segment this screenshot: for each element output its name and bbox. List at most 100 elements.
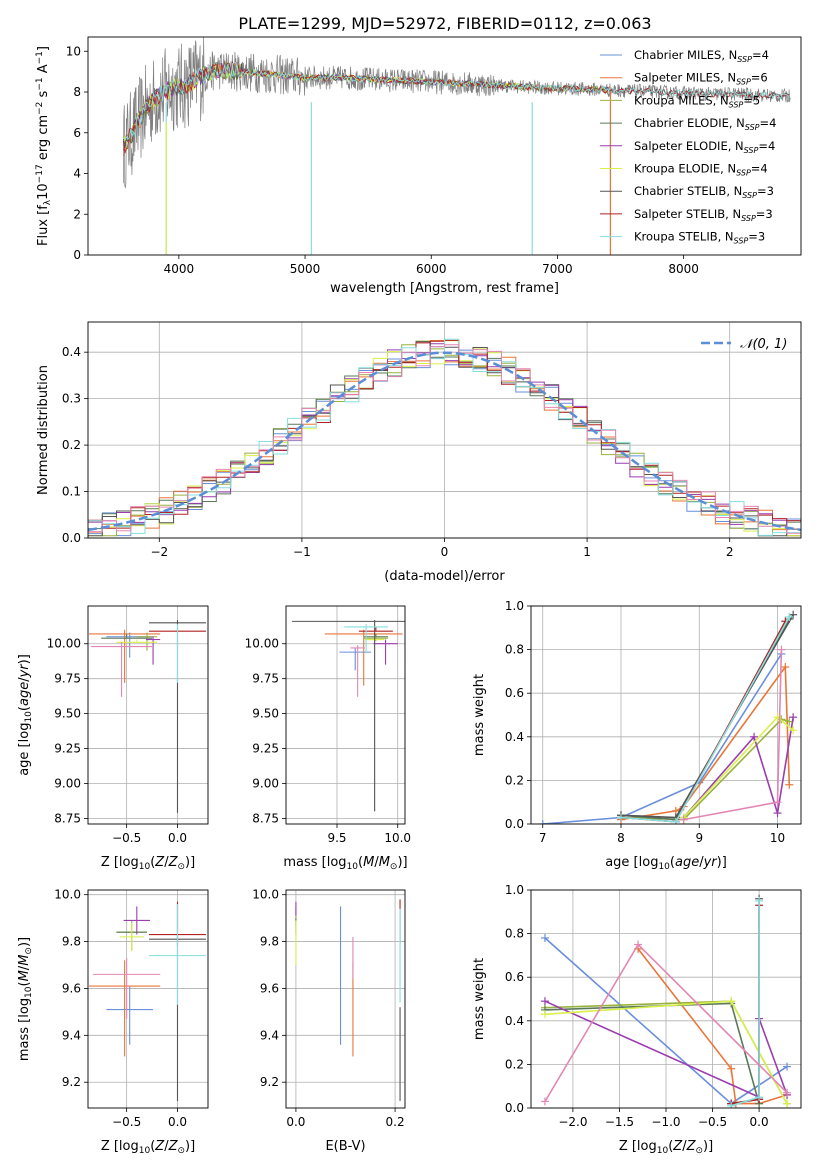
y-axis-label: Normed distribution [36, 365, 51, 495]
x-axis-label: wavelength [Angstrom, rest frame] [330, 281, 559, 296]
y-axis-label: Flux [fλ10−17 erg cm−2 s−1 A−1] [35, 46, 53, 246]
axes-frame [87, 889, 209, 1109]
x-tick-label: 0.2 [386, 1115, 405, 1129]
y-tick-label: 9.6 [260, 981, 279, 995]
axes-frame [285, 889, 406, 1109]
x-tick-label: −1 [293, 545, 311, 559]
x-axis-label: age [log10(age/yr)] [605, 855, 727, 872]
y-tick-label: 8.75 [252, 811, 279, 825]
x-axis-label: Z [log10(Z/Z⊙)] [619, 1139, 713, 1156]
y-tick-label: 0.0 [505, 1101, 524, 1115]
y-tick-label: 10.0 [252, 888, 279, 902]
y-axis-label: mass [log10(M/M⊙)] [17, 937, 34, 1061]
y-axis-label: mass weight [472, 958, 487, 1040]
y-tick-label: 0.2 [62, 438, 81, 452]
massweight-vs-age-panel: 7 8 9 10 0.0 0.2 0.4 0.6 0.8 1.0 age [log10(age/yr… [472, 599, 802, 872]
x-tick-label: 10.0 [384, 831, 411, 845]
y-tick-label: 9.4 [260, 1028, 279, 1042]
y-tick-label: 0.2 [505, 773, 524, 787]
x-tick-label: 5000 [290, 262, 321, 276]
legend: Chabrier MILES, NSSP=4 Salpeter MILES, NS… [600, 48, 776, 246]
y-tick-label: 0.6 [505, 970, 524, 984]
y-tick-label: 9.50 [252, 707, 279, 721]
y-tick-label: 8 [73, 85, 81, 99]
series-line [620, 620, 787, 823]
y-axis-label: age [log10(age/yr)] [17, 654, 34, 776]
y-tick-label: 0.4 [62, 345, 81, 359]
y-tick-label: 1.0 [505, 883, 524, 897]
series-line [544, 1002, 760, 1104]
y-tick-label: 9.4 [62, 1028, 81, 1042]
y-tick-label: 2 [73, 207, 81, 221]
legend-label: 𝒩(0, 1) [740, 337, 787, 352]
x-tick-label: 0 [441, 545, 449, 559]
axes-frame [530, 889, 802, 1109]
legend-label: Kroupa ELODIE, NSSP=4 [634, 162, 768, 178]
x-axis-label: E(B-V) [325, 1139, 365, 1154]
legend-label: Chabrier STELIB, NSSP=3 [634, 184, 774, 200]
y-tick-label: 10 [66, 44, 81, 58]
x-tick-label: 8000 [668, 262, 699, 276]
y-tick-label: 4 [73, 167, 81, 181]
y-tick-label: 9.2 [62, 1075, 81, 1089]
x-tick-label: 4000 [164, 262, 195, 276]
axes-frame [87, 36, 802, 256]
y-axis-label: mass weight [472, 674, 487, 756]
age-vs-mass-panel: 9.5 10.0 8.75 9.00 9.25 9.50 9.75 10.00 mass [lo… [245, 605, 411, 872]
age-vs-metallicity-panel: −0.5 0.0 8.75 9.00 9.25 9.50 9.75 10.00 Z [log10… [17, 605, 209, 872]
x-tick-label: 1 [583, 545, 591, 559]
x-axis-label: Z [log10(Z/Z⊙)] [101, 855, 195, 872]
y-tick-label: 10.00 [47, 637, 81, 651]
x-tick-label: −0.5 [698, 1115, 727, 1129]
series-line [542, 653, 783, 824]
y-tick-label: 0.0 [62, 531, 81, 545]
y-tick-label: 0.8 [505, 927, 524, 941]
x-tick-label: 0.0 [168, 831, 187, 845]
series-line [730, 900, 760, 1107]
series-line [620, 616, 790, 823]
x-tick-label: 9.5 [327, 831, 346, 845]
legend-label: Chabrier ELODIE, NSSP=4 [634, 116, 776, 132]
y-tick-label: 9.6 [62, 981, 81, 995]
y-tick-label: 0.0 [505, 817, 524, 831]
x-tick-label: 6000 [416, 262, 447, 276]
y-tick-label: 10.00 [245, 637, 279, 651]
series-line [620, 618, 790, 821]
axes-frame [285, 605, 406, 825]
figure-title: PLATE=1299, MJD=52972, FIBERID=0112, z=0… [238, 14, 651, 33]
plot-area [122, 37, 791, 255]
legend-label: Kroupa STELIB, NSSP=3 [634, 230, 765, 246]
y-tick-label: 0.8 [505, 643, 524, 657]
x-tick-label: −1.5 [605, 1115, 634, 1129]
y-tick-label: 1.0 [505, 599, 524, 613]
y-tick-label: 10.0 [54, 888, 81, 902]
residual-histogram-panel: −2 −1 0 1 2 0.0 0.1 0.2 0.3 0.4 (data-model)/error… [36, 321, 802, 584]
model-spectrum [123, 62, 790, 140]
series-line [731, 898, 760, 1105]
plot-area [538, 610, 798, 824]
x-tick-label: 8 [617, 831, 625, 845]
histogram-step [88, 344, 801, 534]
x-tick-label: −1.0 [651, 1115, 680, 1129]
x-tick-label: −0.5 [112, 1115, 141, 1129]
plot-area [89, 619, 206, 813]
x-tick-label: −0.5 [112, 831, 141, 845]
legend-label: Chabrier MILES, NSSP=4 [634, 48, 769, 64]
x-tick-label: −2.0 [558, 1115, 587, 1129]
plot-area [295, 899, 401, 1101]
series-line [620, 614, 794, 819]
series-line [682, 717, 794, 819]
axes-frame [87, 321, 802, 539]
x-tick-label: 7 [539, 831, 547, 845]
mass-vs-metallicity-panel: −0.5 0.0 9.2 9.4 9.6 9.8 10.0 Z [log10(Z/Z⊙)] ma… [17, 888, 209, 1156]
x-tick-label: 9 [695, 831, 703, 845]
x-axis-label: (data-model)/error [384, 569, 505, 584]
plot-area [540, 894, 792, 1108]
axes-frame [530, 605, 802, 825]
y-tick-label: 9.50 [54, 707, 81, 721]
y-tick-label: 9.00 [252, 776, 279, 790]
legend-label: Kroupa MILES, NSSP=5 [634, 93, 760, 109]
y-tick-label: 0.4 [505, 1014, 524, 1028]
series-line [731, 905, 760, 1105]
